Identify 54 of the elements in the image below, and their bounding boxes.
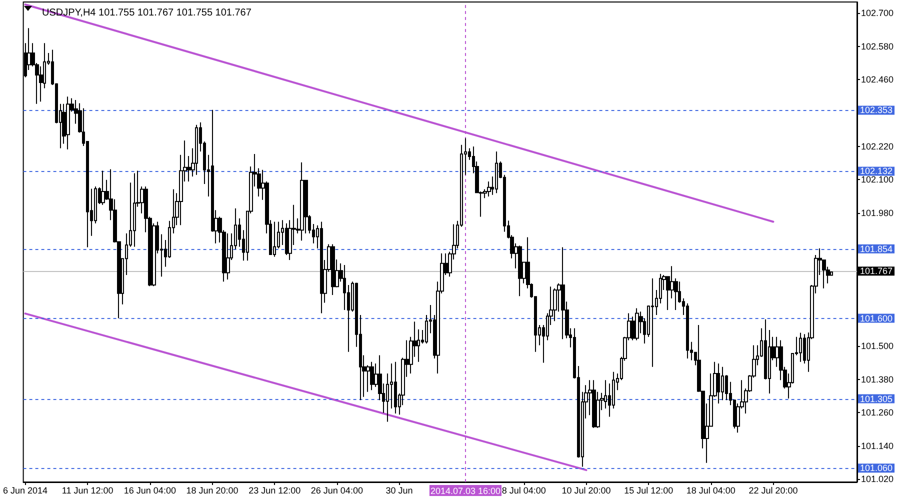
ref-line-label: 102.132 [860, 166, 893, 176]
x-tick-label: 22 Jul 20:00 [748, 486, 798, 496]
x-tick-label: 8 Jul 04:00 [502, 486, 546, 496]
x-tick-label: 23 Jun 12:00 [248, 486, 301, 496]
candlestick [561, 246, 565, 340]
x-tick-label: 16 Jun 04:00 [124, 486, 176, 496]
x-tick-label: 10 Jul 20:00 [562, 486, 611, 496]
ref-line-label: 101.060 [860, 463, 893, 474]
x-tick-label: 18 Jul 04:00 [686, 486, 736, 496]
x-tick-label: 6 Jun 2014 [2, 486, 48, 496]
x-tick-label: 15 Jul 12:00 [624, 486, 674, 496]
y-tick-label: 102.220 [861, 141, 894, 152]
candlestick [320, 221, 323, 314]
y-tick-label: 102.580 [861, 41, 894, 52]
candlestick [651, 278, 654, 368]
candlestick [799, 332, 802, 362]
candlestick [394, 361, 397, 414]
candlestick [686, 302, 689, 360]
y-tick-label: 101.020 [861, 474, 894, 484]
candlestick [273, 221, 276, 258]
candlestick [101, 170, 105, 206]
candlestick [721, 366, 724, 401]
y-tick-label: 101.260 [861, 408, 894, 418]
x-tick-label: 11 Jun 12:00 [62, 486, 114, 496]
x-tick-label: 26 Jun 04:00 [310, 486, 363, 496]
candlestick [518, 245, 522, 297]
ref-line-label: 101.767 [860, 266, 893, 276]
candlestick [495, 151, 498, 194]
candlestick [66, 96, 70, 150]
ref-line-label: 102.353 [860, 105, 893, 116]
ref-line-label: 101.854 [860, 244, 893, 254]
candlestick [370, 361, 374, 391]
candlestick [133, 172, 136, 248]
candlestick [635, 308, 639, 341]
y-tick-label: 101.380 [861, 374, 894, 384]
y-tick-label: 102.460 [861, 74, 894, 85]
candlestick [300, 162, 304, 242]
y-tick-label: 101.500 [861, 341, 894, 352]
x-tick-label: 2014.07.03 16:00 [430, 486, 501, 496]
candlestick [285, 222, 288, 256]
y-tick-label: 102.100 [861, 174, 894, 185]
candlestick [717, 363, 720, 404]
y-tick-label: 101.980 [861, 208, 894, 218]
candlestick [592, 380, 596, 428]
y-tick-label: 102.700 [861, 8, 894, 18]
x-tick-label: 18 Jun 20:00 [186, 486, 238, 496]
candlestick [553, 288, 557, 322]
candlestick [226, 232, 230, 280]
y-tick-label: 101.140 [861, 440, 894, 451]
candlestick [331, 244, 335, 296]
ref-line-label: 101.600 [860, 313, 893, 324]
ref-line-label: 101.305 [860, 394, 893, 404]
candlestick [195, 124, 198, 176]
x-tick-label: 30 Jun [386, 486, 413, 496]
